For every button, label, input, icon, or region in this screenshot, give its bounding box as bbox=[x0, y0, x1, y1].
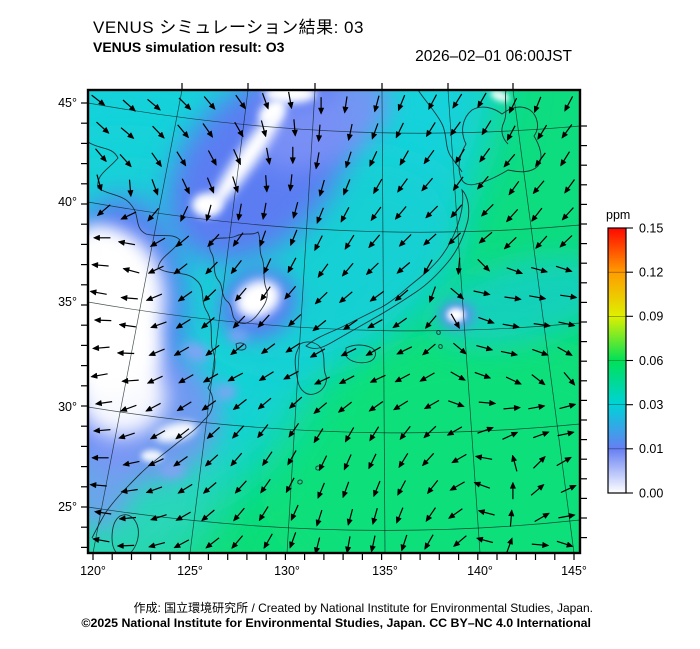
svg-text:0.09: 0.09 bbox=[639, 310, 663, 324]
svg-text:0.12: 0.12 bbox=[639, 266, 663, 280]
axis-ticks bbox=[81, 83, 587, 560]
colorbar: ppm 0.15 0.12 0.09 0.06 0.03 0.01 0.00 bbox=[606, 208, 663, 500]
graticule bbox=[88, 90, 580, 553]
lon-labels: 120° 125° 130° 135° 140° 145° bbox=[80, 564, 587, 578]
page-title-en: VENUS simulation result: O3 bbox=[93, 39, 285, 55]
svg-text:45°: 45° bbox=[58, 96, 77, 110]
license-line: ©2025 National Institute for Environment… bbox=[81, 616, 591, 630]
colorbar-labels: 0.15 0.12 0.09 0.06 0.03 0.01 0.00 bbox=[639, 221, 663, 500]
svg-text:40°: 40° bbox=[58, 195, 77, 209]
svg-text:145°: 145° bbox=[561, 564, 587, 578]
svg-text:135°: 135° bbox=[372, 564, 398, 578]
svg-text:0.15: 0.15 bbox=[639, 221, 663, 235]
attribution-line: 作成: 国立環境研究所 / Created by National Instit… bbox=[133, 601, 593, 615]
svg-text:130°: 130° bbox=[274, 564, 300, 578]
timestamp-label: 2026–02–01 06:00JST bbox=[415, 48, 572, 65]
colorbar-ticks bbox=[608, 227, 633, 494]
svg-text:35°: 35° bbox=[58, 295, 77, 309]
lat-labels: 45° 40° 35° 30° 25° bbox=[58, 96, 77, 514]
coastlines bbox=[88, 90, 542, 553]
svg-text:25°: 25° bbox=[58, 500, 77, 514]
svg-text:0.03: 0.03 bbox=[639, 398, 663, 412]
svg-text:0.01: 0.01 bbox=[639, 442, 663, 456]
colorbar-unit-label: ppm bbox=[606, 208, 630, 222]
svg-text:120°: 120° bbox=[80, 564, 106, 578]
map-frame bbox=[81, 83, 587, 560]
wind-arrows bbox=[89, 91, 578, 553]
o3-concentration-field bbox=[88, 90, 580, 553]
svg-text:0.00: 0.00 bbox=[639, 486, 663, 500]
svg-text:0.06: 0.06 bbox=[639, 354, 663, 368]
svg-text:125°: 125° bbox=[177, 564, 203, 578]
svg-text:140°: 140° bbox=[467, 564, 493, 578]
svg-text:30°: 30° bbox=[58, 400, 77, 414]
page-title-jp: VENUS シミュレーション結果: 03 bbox=[93, 18, 364, 37]
